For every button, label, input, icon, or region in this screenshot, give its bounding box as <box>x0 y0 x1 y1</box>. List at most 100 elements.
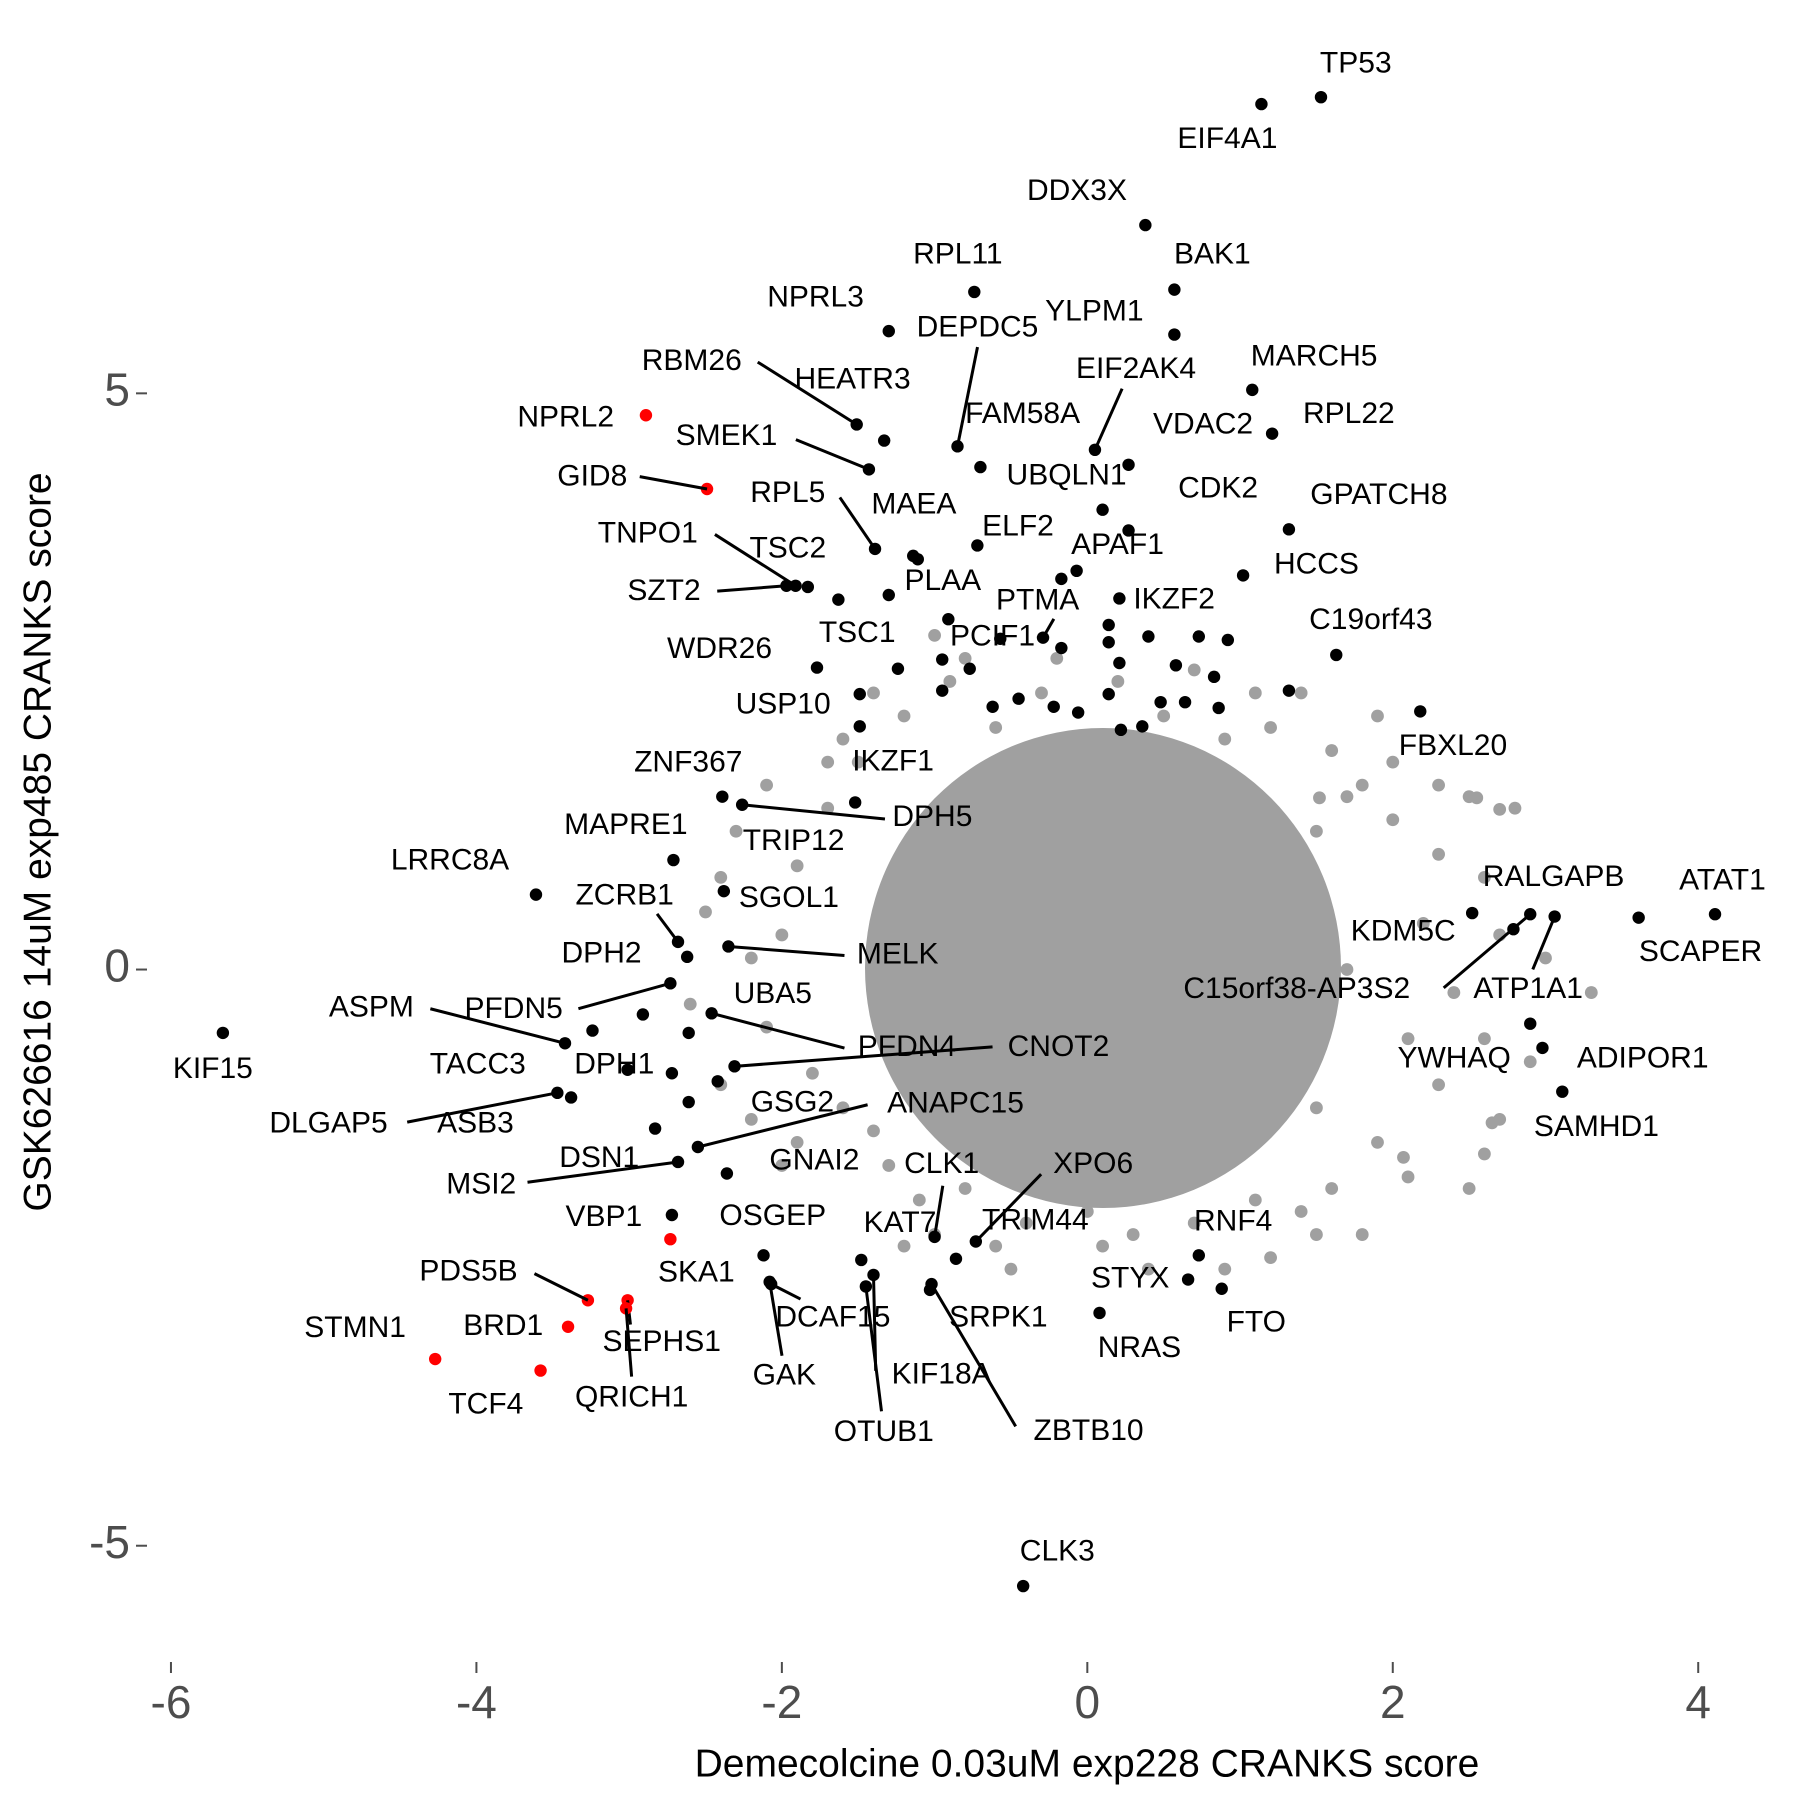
background-point <box>1264 721 1277 734</box>
highlight-point <box>1414 705 1427 718</box>
point-label: CLK3 <box>1020 1534 1095 1567</box>
point-label: BRD1 <box>463 1309 543 1342</box>
highlight-point <box>428 1352 442 1366</box>
background-point <box>836 732 850 746</box>
x-tick-label: -4 <box>456 1676 497 1728</box>
background-point <box>1397 1150 1410 1164</box>
background-point <box>1142 1262 1155 1276</box>
highlight-point <box>1212 701 1225 715</box>
highlight-point <box>1139 218 1152 232</box>
point-label: TP53 <box>1320 47 1392 80</box>
point-label: TACC3 <box>430 1047 526 1080</box>
highlight-point <box>667 853 680 867</box>
point-label: ASB3 <box>437 1106 514 1139</box>
x-axis-title: Demecolcine 0.03uM exp228 CRANKS score <box>695 1742 1480 1785</box>
leader-line <box>768 1281 784 1357</box>
point-label: RNF4 <box>1194 1205 1272 1238</box>
background-point <box>1325 1182 1339 1195</box>
background-point <box>760 778 773 792</box>
highlight-point <box>1178 695 1192 709</box>
y-axis-title: GSK626616 14uM exp485 CRANKS score <box>16 472 59 1211</box>
background-point <box>1294 1205 1308 1218</box>
y-tick-label: 5 <box>104 363 130 415</box>
point-label: UBQLN1 <box>1007 459 1127 492</box>
highlight-point <box>1055 572 1068 586</box>
highlight-point <box>1096 503 1109 516</box>
point-label: FAM58A <box>965 397 1080 430</box>
highlight-point <box>1524 1017 1537 1030</box>
leader-line <box>930 1283 1017 1428</box>
background-point <box>1432 778 1445 792</box>
highlight-point <box>1169 659 1183 672</box>
highlight-point <box>1012 692 1025 705</box>
background-point <box>943 675 957 688</box>
highlight-point <box>1102 636 1115 649</box>
leader-line <box>578 981 671 1011</box>
highlight-point <box>882 588 895 602</box>
point-label: NPRL2 <box>517 401 614 434</box>
point-label: HCCS <box>1274 548 1359 581</box>
highlight-point <box>1207 670 1221 684</box>
highlight-point <box>711 1075 724 1088</box>
leader-line <box>734 1045 993 1068</box>
background-point <box>1371 1135 1384 1149</box>
highlight-point <box>1246 383 1259 397</box>
leader-line <box>406 1091 558 1124</box>
point-label: QRICH1 <box>575 1381 688 1414</box>
background-point <box>867 686 880 700</box>
highlight-point <box>1168 283 1181 296</box>
background-point <box>1313 791 1326 805</box>
background-point <box>1218 1262 1232 1276</box>
background-point <box>821 801 835 815</box>
background-point <box>683 997 697 1011</box>
leader-line <box>624 1308 634 1377</box>
leader-line <box>697 1103 868 1149</box>
point-label: IKZF1 <box>852 744 934 777</box>
highlight-point <box>1181 1273 1195 1286</box>
background-point <box>806 1066 819 1080</box>
point-label: PFDN4 <box>858 1030 956 1063</box>
background-point <box>1386 755 1400 769</box>
point-label: SCAPER <box>1639 935 1762 968</box>
point-label: IKZF2 <box>1133 582 1215 615</box>
background-point <box>1523 1055 1537 1069</box>
highlight-point <box>648 1122 662 1135</box>
point-label: C15orf38-AP3S2 <box>1183 972 1410 1005</box>
highlight-point <box>1071 706 1085 719</box>
background-point <box>882 1159 896 1172</box>
highlight-point <box>963 662 976 675</box>
background-point <box>1187 1216 1201 1230</box>
background-point <box>1340 963 1354 976</box>
point-label: RBM26 <box>642 344 742 377</box>
background-point <box>1157 709 1171 723</box>
x-tick-label: -6 <box>151 1676 192 1728</box>
point-label: SAMHD1 <box>1534 1110 1659 1143</box>
background-point <box>897 1055 911 1069</box>
highlight-point <box>855 1253 868 1267</box>
highlight-point <box>1114 723 1128 737</box>
highlight-point <box>1093 1306 1106 1320</box>
point-label: TRIM44 <box>982 1204 1089 1237</box>
leader-line <box>1531 915 1557 970</box>
highlight-point <box>1255 97 1268 111</box>
leader-line <box>974 1173 1043 1243</box>
point-label: OTUB1 <box>834 1415 934 1448</box>
background-point <box>1485 1116 1499 1130</box>
x-tick-label: 2 <box>1380 1676 1406 1728</box>
highlight-point <box>558 1037 572 1050</box>
highlight-point <box>994 632 1007 645</box>
background-point <box>1325 744 1339 757</box>
highlight-point <box>1102 687 1115 701</box>
point-label: YWHAQ <box>1397 1042 1510 1075</box>
leader-line <box>639 475 708 491</box>
point-label: DDX3X <box>1027 174 1127 207</box>
point-label: TSC2 <box>749 531 826 564</box>
highlight-point <box>529 888 543 901</box>
point-label: TCF4 <box>448 1387 523 1420</box>
highlight-point <box>581 1294 595 1307</box>
highlight-point <box>1236 569 1250 582</box>
highlight-point <box>1113 592 1126 605</box>
point-label: SEPHS1 <box>603 1325 721 1358</box>
highlight-point <box>665 1067 679 1080</box>
point-label: DPH1 <box>574 1047 654 1080</box>
